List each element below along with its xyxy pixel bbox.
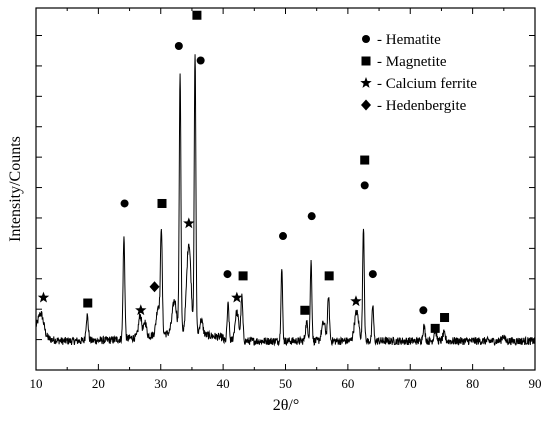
x-tick-label: 60 <box>341 376 354 391</box>
xrd-pattern-line <box>35 54 536 347</box>
legend-label: - Calcium ferrite <box>377 76 477 92</box>
square-peak-marker <box>83 298 93 308</box>
square-peak-marker <box>430 323 440 333</box>
square-peak-marker <box>324 271 334 281</box>
square-peak-marker <box>192 10 202 20</box>
x-tick-label: 90 <box>529 376 542 391</box>
legend-label: - Hedenbergite <box>377 98 467 114</box>
star-peak-marker <box>350 295 362 307</box>
legend: - Hematite - Magnetite - Calcium ferrite - … <box>360 32 477 114</box>
circle-peak-marker <box>360 181 369 190</box>
circle-peak-marker <box>223 270 232 279</box>
x-tick-label: 50 <box>279 376 292 391</box>
star-peak-marker <box>183 217 195 229</box>
circle-legend-marker <box>362 35 370 43</box>
square-peak-marker <box>157 198 167 208</box>
diamond-legend-marker <box>361 99 371 111</box>
circle-peak-marker <box>419 306 428 315</box>
circle-peak-marker <box>368 270 377 279</box>
diamond-peak-marker <box>149 281 160 293</box>
y-axis-title: Intensity/Counts <box>7 136 24 242</box>
x-axis-title: 2θ/° <box>273 397 300 414</box>
square-peak-marker <box>300 305 310 315</box>
star-peak-marker <box>135 304 147 316</box>
circle-peak-marker <box>307 212 316 221</box>
legend-label: - Hematite <box>377 32 441 48</box>
square-legend-marker <box>361 56 371 66</box>
star-peak-marker <box>37 291 50 303</box>
square-peak-marker <box>440 313 450 323</box>
legend-label: - Magnetite <box>377 54 447 70</box>
x-tick-label: 10 <box>30 376 43 391</box>
peak-markers <box>37 10 450 333</box>
square-peak-marker <box>238 271 248 281</box>
x-tick-label: 40 <box>217 376 230 391</box>
x-tick-label: 80 <box>466 376 479 391</box>
star-peak-marker <box>231 291 243 303</box>
circle-peak-marker <box>196 56 205 65</box>
x-tick-label: 70 <box>404 376 417 391</box>
axis-ticks <box>35 8 536 370</box>
x-tick-label: 20 <box>92 376 105 391</box>
x-tick-labels: 10 20 30 40 50 60 70 80 90 <box>30 376 542 391</box>
star-legend-marker <box>360 77 372 88</box>
circle-peak-marker <box>120 199 129 208</box>
square-peak-marker <box>360 155 370 165</box>
plot-frame <box>35 7 536 371</box>
circle-peak-marker <box>174 42 183 51</box>
x-tick-label: 30 <box>154 376 167 391</box>
circle-peak-marker <box>279 232 288 241</box>
